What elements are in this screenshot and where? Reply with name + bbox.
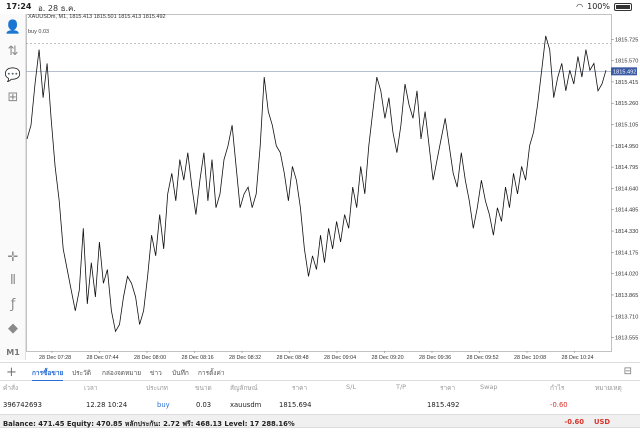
- price-series-line: [26, 35, 607, 333]
- position-size: 0.03: [196, 401, 212, 409]
- x-tick-label: 28 Dec 08:32: [229, 355, 261, 361]
- indicators-icon[interactable]: ƒ: [10, 296, 16, 312]
- plot-frame: [26, 14, 612, 352]
- position-type: buy: [157, 401, 170, 409]
- profit-currency: USD: [593, 418, 610, 426]
- x-tick-label: 28 Dec 09:20: [372, 355, 404, 361]
- tab-trade[interactable]: การซื้อขาย: [32, 368, 64, 381]
- chart-svg[interactable]: 1815.725 1815.570 1815.415 1815.260 1815.105…: [26, 14, 640, 362]
- chart-type-icon[interactable]: ⫴: [10, 272, 16, 288]
- position-profit: -0.60: [550, 401, 568, 409]
- y-tick-label: 1815.415: [615, 80, 638, 86]
- y-tick-label: 1813.710: [615, 314, 638, 320]
- current-price-tag-label: 1815.492: [613, 70, 636, 76]
- y-tick-label: 1815.570: [615, 59, 638, 65]
- y-tick-label: 1814.640: [615, 186, 638, 192]
- battery-icon: [614, 2, 632, 11]
- add-icon[interactable]: +: [6, 365, 17, 380]
- tab-mailbox[interactable]: กล่องจดหมาย: [102, 369, 142, 377]
- col-symbol[interactable]: สัญลักษณ์: [230, 384, 258, 392]
- y-tick-label: 1815.725: [615, 37, 638, 43]
- position-current-price: 1815.492: [427, 401, 460, 409]
- buy-position-label: buy 0.03: [28, 29, 50, 35]
- y-tick-label: 1815.105: [615, 123, 638, 129]
- x-tick-label: 28 Dec 10:08: [514, 355, 546, 361]
- y-tick-label: 1815.260: [615, 101, 638, 107]
- x-tick-label: 28 Dec 09:52: [467, 355, 499, 361]
- balance-bar: Balance: 471.45 Equity: 470.85 หลักประกั…: [0, 414, 640, 428]
- crosshair-icon[interactable]: ✛: [7, 249, 19, 265]
- col-swap[interactable]: Swap: [480, 383, 498, 391]
- y-tick-label: 1814.485: [615, 208, 638, 214]
- balance-summary: Balance: 471.45 Equity: 470.85 หลักประกั…: [3, 420, 295, 428]
- chart-info: XAUUSDm, M1, 1815.413 1815.501 1815.413 …: [28, 14, 166, 20]
- chat-icon[interactable]: 💬: [4, 67, 22, 83]
- x-tick-label: 28 Dec 07:28: [39, 355, 71, 361]
- x-tick-label: 28 Dec 08:16: [182, 355, 214, 361]
- y-tick-label: 1814.175: [615, 250, 638, 256]
- status-bar: 17:24 อ. 28 ธ.ค. ◠ 100%: [0, 0, 640, 14]
- position-open-price: 1815.694: [279, 401, 312, 409]
- battery-percent: 100%: [587, 2, 610, 11]
- col-tp[interactable]: T/P: [396, 383, 407, 391]
- status-right: ◠ 100%: [576, 2, 632, 11]
- panel-toggle-icon[interactable]: ⊟: [623, 366, 632, 377]
- wifi-icon: ◠: [576, 2, 584, 11]
- tab-news[interactable]: ข่าว: [150, 369, 162, 377]
- x-tick-label: 28 Dec 08:00: [134, 355, 166, 361]
- position-symbol: xauusdm: [230, 401, 262, 409]
- x-tick-label: 28 Dec 07:44: [87, 355, 119, 361]
- tab-journal[interactable]: บันทึก: [172, 369, 189, 377]
- tab-history[interactable]: ประวัติ: [72, 369, 91, 377]
- new-order-icon[interactable]: ⊞: [7, 89, 19, 105]
- col-sl[interactable]: S/L: [346, 383, 356, 391]
- objects-icon[interactable]: ◆: [8, 320, 18, 336]
- col-comment[interactable]: หมายเหตุ: [595, 384, 622, 392]
- total-profit: -0.60: [564, 418, 584, 426]
- price-chart[interactable]: 1815.725 1815.570 1815.415 1815.260 1815.105…: [26, 14, 640, 362]
- x-tick-label: 28 Dec 09:04: [324, 355, 356, 361]
- position-time: 12.28 10:24: [86, 401, 128, 409]
- y-tick-label: 1813.865: [615, 293, 638, 299]
- y-tick-label: 1814.330: [615, 229, 638, 235]
- col-price[interactable]: ราคา: [292, 384, 308, 392]
- col-size[interactable]: ขนาด: [195, 384, 212, 392]
- col-time[interactable]: เวลา: [84, 384, 98, 392]
- x-tick-label: 28 Dec 09:36: [419, 355, 451, 361]
- col-current-price[interactable]: ราคา: [440, 384, 456, 392]
- one-click-trade-icon[interactable]: ⇅: [7, 43, 19, 59]
- tab-settings[interactable]: การตั้งค่า: [198, 369, 225, 377]
- status-date: อ. 28 ธ.ค.: [38, 4, 76, 13]
- col-type[interactable]: ประเภท: [146, 384, 168, 392]
- col-profit[interactable]: กำไร: [550, 384, 565, 392]
- x-tick-label: 28 Dec 10:24: [562, 355, 594, 361]
- timeframe-button[interactable]: M1: [6, 347, 20, 357]
- col-order[interactable]: คำสั่ง: [3, 384, 19, 392]
- x-tick-label: 28 Dec 08:48: [277, 355, 309, 361]
- left-toolbar: 👤 ⇅ 💬 ⊞ ✛ ⫴ ƒ ◆ M1: [0, 14, 26, 360]
- y-tick-label: 1813.555: [615, 336, 638, 342]
- current-price-tag: [611, 67, 637, 76]
- position-order: 396742693: [3, 401, 42, 409]
- y-tick-label: 1814.795: [615, 165, 638, 171]
- account-icon[interactable]: 👤: [4, 19, 22, 35]
- y-tick-label: 1814.020: [615, 272, 638, 278]
- status-time: 17:24: [6, 2, 32, 11]
- trade-tabs: + การซื้อขาย ประวัติ กล่องจดหมาย ข่าว บั…: [0, 362, 640, 381]
- y-tick-label: 1814.950: [615, 144, 638, 150]
